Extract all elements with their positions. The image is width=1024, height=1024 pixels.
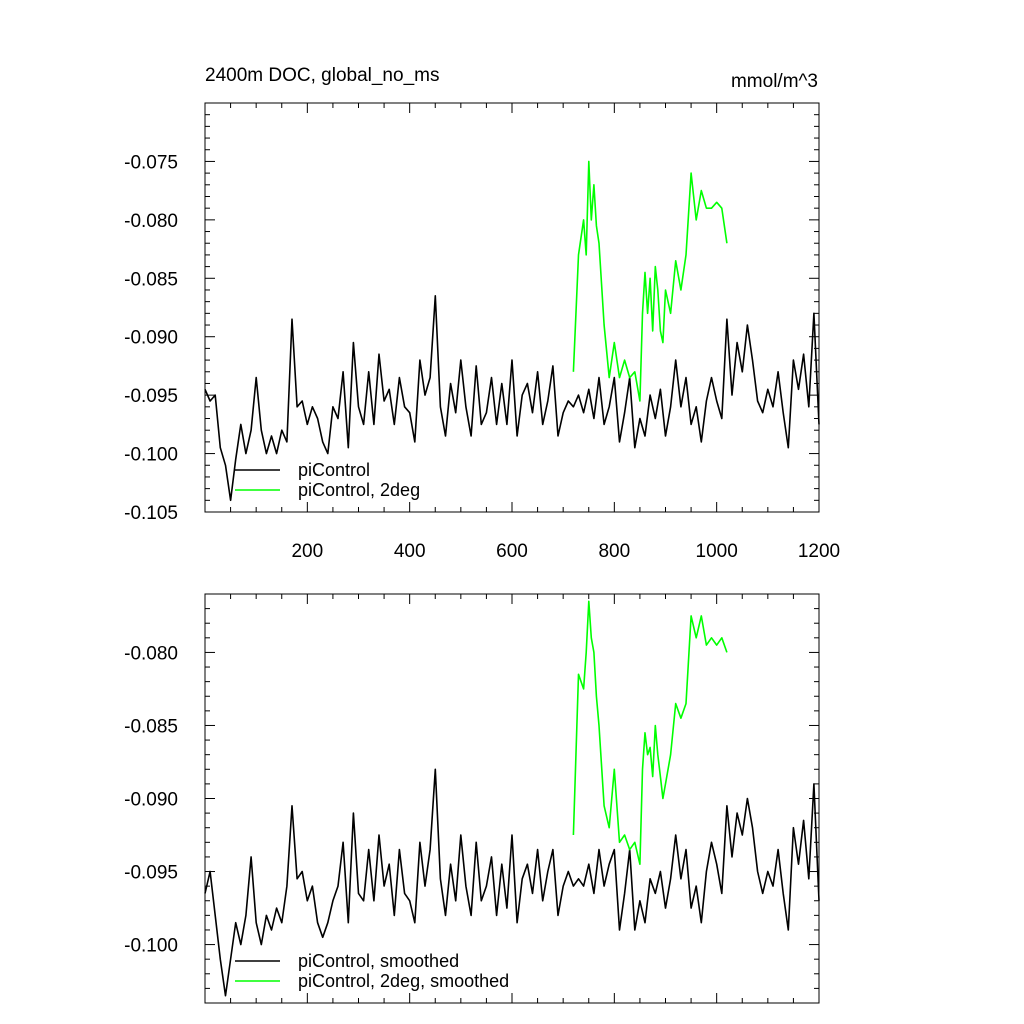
top-plot-frame xyxy=(204,102,820,513)
bottom-series-layer xyxy=(204,600,820,997)
y-tick-label: -0.100 xyxy=(124,445,178,466)
bottom-plot-frame xyxy=(204,593,820,1004)
bottom-legend: piControl, smoothed piControl, 2deg, smo… xyxy=(235,951,509,991)
x-tick-label: 1000 xyxy=(696,541,738,562)
y-tick-label: -0.100 xyxy=(124,936,178,957)
y-tick-label: -0.090 xyxy=(124,790,178,811)
y-tick-label: -0.080 xyxy=(124,643,178,664)
y-tick-label: -0.085 xyxy=(124,716,178,737)
units-label: mmol/m^3 xyxy=(731,71,818,92)
x-tick-label: 200 xyxy=(291,541,323,562)
legend-label-picontrol-2deg: piControl, 2deg xyxy=(298,480,420,500)
legend-label-picontrol-smoothed: piControl, smoothed xyxy=(298,951,459,971)
y-tick-label: -0.105 xyxy=(124,503,178,524)
x-tick-label: 600 xyxy=(496,541,528,562)
y-tick-label: -0.085 xyxy=(124,269,178,290)
bottom-tick-labels: -0.080 -0.085 -0.090 -0.095 -0.100 xyxy=(124,643,178,956)
y-tick-label: -0.090 xyxy=(124,328,178,349)
top-series-layer xyxy=(204,160,820,502)
top-tick-labels: 200 400 600 800 1000 1200 -0.075 -0.080 -0.085 -0… xyxy=(124,152,840,562)
y-tick-label: -0.095 xyxy=(124,386,178,407)
bottom-ticks xyxy=(204,593,820,1004)
bottom-panel: -0.080 -0.085 -0.090 -0.095 -0.100 piControl… xyxy=(124,593,820,1004)
series-line-0 xyxy=(204,768,820,997)
legend-label-picontrol: piControl xyxy=(298,460,370,480)
y-tick-label: -0.075 xyxy=(124,152,178,173)
top-panel: 2400m DOC, global_no_ms mmol/m^3 200 400 6… xyxy=(124,65,840,562)
y-tick-label: -0.080 xyxy=(124,211,178,232)
series-line-1 xyxy=(572,600,728,866)
chart-title: 2400m DOC, global_no_ms xyxy=(205,65,439,86)
x-tick-label: 1200 xyxy=(798,541,840,562)
x-tick-label: 400 xyxy=(394,541,426,562)
x-tick-label: 800 xyxy=(598,541,630,562)
top-legend: piControl piControl, 2deg xyxy=(235,460,420,500)
legend-label-picontrol-2deg-smoothed: piControl, 2deg, smoothed xyxy=(298,971,509,991)
y-tick-label: -0.095 xyxy=(124,863,178,884)
series-line-0 xyxy=(204,294,820,502)
series-line-1 xyxy=(572,160,728,402)
top-ticks xyxy=(204,102,820,513)
